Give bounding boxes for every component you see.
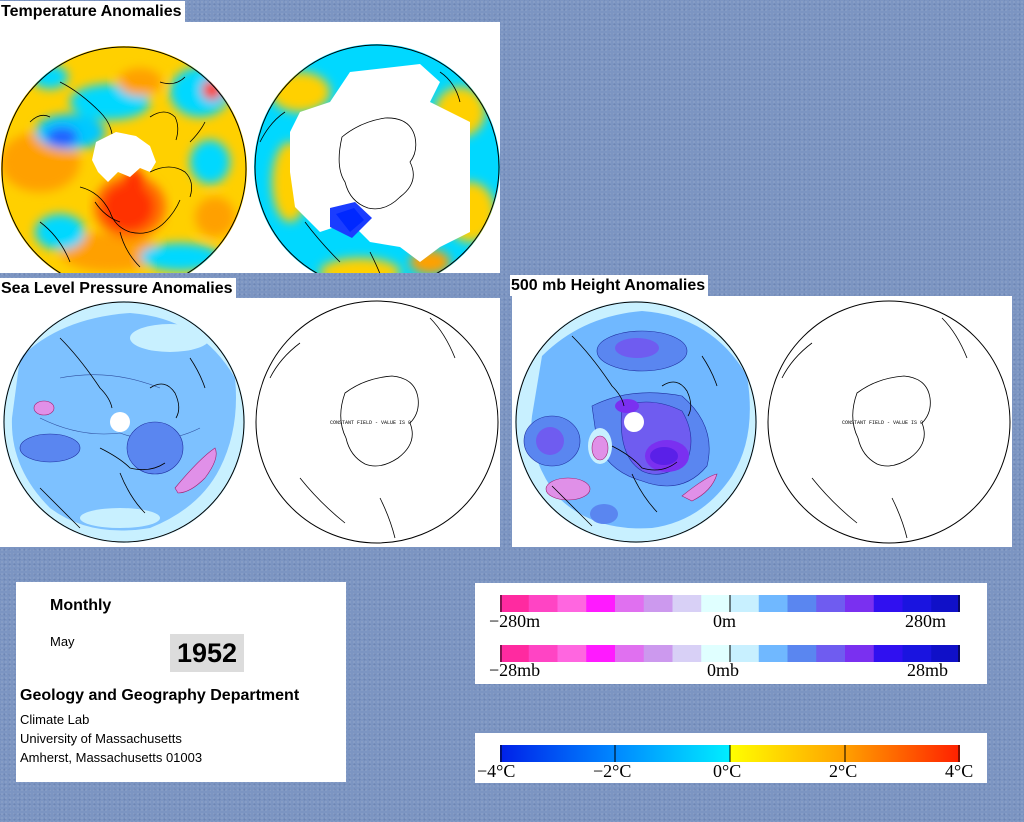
slp-maps-panel: CONSTANT FIELD - VALUE IS 0: [0, 298, 500, 547]
temperature-legend-label-3: 0°C: [713, 761, 742, 781]
colorbar-swatch: [816, 595, 846, 612]
period-label: Monthly: [50, 597, 112, 614]
colorbar-swatch: [845, 595, 875, 612]
info-box: Monthly May 1952 Geology and Geography D…: [16, 582, 346, 782]
year-label: 1952: [170, 634, 244, 672]
colorbar-swatch: [701, 645, 731, 662]
colorbar-swatch: [672, 645, 702, 662]
colorbar-swatch: [643, 595, 673, 612]
slp-constant-field-note: CONSTANT FIELD - VALUE IS 0: [330, 420, 411, 426]
colorbar-swatch: [873, 595, 903, 612]
height-legend-max: 280m: [905, 611, 947, 631]
colorbar-swatch: [931, 595, 961, 612]
colorbar-swatch: [701, 595, 731, 612]
colorbar-swatch: [500, 595, 530, 612]
pressure-legend-max: 28mb: [907, 660, 949, 680]
temperature-anomalies-title: Temperature Anomalies: [0, 1, 185, 22]
height-legend-min: −280m: [489, 611, 541, 631]
colorbar-swatch: [528, 645, 558, 662]
colorbar-swatch: [730, 595, 760, 612]
colorbar-swatch: [787, 645, 817, 662]
colorbar-swatch: [787, 595, 817, 612]
lab-label: Climate Lab: [20, 712, 90, 727]
500mb-height-title: 500 mb Height Anomalies: [510, 275, 709, 296]
colorbar-swatch: [557, 645, 587, 662]
sea-level-pressure-title: Sea Level Pressure Anomalies: [0, 278, 236, 299]
colorbar-swatch: [615, 595, 645, 612]
university-label: University of Massachusetts: [20, 731, 182, 746]
department-label: Geology and Geography Department: [20, 687, 300, 704]
height-constant-field-note: CONSTANT FIELD - VALUE IS 0: [842, 420, 923, 426]
temperature-south-hemisphere-map: [254, 44, 500, 273]
colorbar-swatch: [672, 595, 702, 612]
colorbar-swatch: [902, 645, 932, 662]
pressure-legend-min: −28mb: [489, 660, 541, 680]
height-legend-mid: 0m: [713, 611, 737, 631]
month-label: May: [50, 634, 75, 649]
colorbar-swatch: [615, 645, 645, 662]
height-colorbar: [500, 595, 961, 612]
temperature-colorbar: [500, 745, 960, 762]
temperature-maps-svg: [1, 44, 500, 273]
colorbar-swatch: [758, 645, 788, 662]
colorbar-swatch: [845, 645, 875, 662]
temperature-legend-label-5: 4°C: [945, 761, 974, 781]
temperature-maps-panel: [0, 22, 500, 273]
colorbar-swatch: [500, 645, 530, 662]
pressure-colorbar: [500, 645, 961, 662]
colorbar-swatch: [557, 595, 587, 612]
height-maps-svg: CONSTANT FIELD - VALUE IS 0: [515, 300, 1011, 544]
colorbar-swatch: [902, 595, 932, 612]
colorbar-swatch: [528, 595, 558, 612]
colorbar-swatch: [758, 595, 788, 612]
colorbar-swatch: [873, 645, 903, 662]
address-label: Amherst, Massachusetts 01003: [20, 750, 203, 765]
slp-north-hemisphere-map: [3, 301, 245, 543]
temperature-legend-label-4: 2°C: [829, 761, 858, 781]
pressure-legend-mid: 0mb: [707, 660, 740, 680]
temperature-legend-label-1: −4°C: [477, 761, 516, 781]
colorbar-swatch: [586, 595, 616, 612]
slp-south-hemisphere-map: CONSTANT FIELD - VALUE IS 0: [255, 300, 499, 544]
slp-maps-svg: CONSTANT FIELD - VALUE IS 0: [3, 300, 499, 544]
height-pressure-legend: −280m 0m 280m −28mb 0mb 28mb: [475, 583, 987, 684]
colorbar-swatch: [931, 645, 961, 662]
colorbar-swatch: [586, 645, 616, 662]
height-maps-panel: CONSTANT FIELD - VALUE IS 0: [512, 296, 1012, 547]
temperature-north-hemisphere-map: [1, 46, 247, 273]
colorbar-swatch: [816, 645, 846, 662]
temperature-legend-label-2: −2°C: [593, 761, 632, 781]
height-south-hemisphere-map: CONSTANT FIELD - VALUE IS 0: [767, 300, 1011, 544]
temperature-legend: −4°C −2°C 0°C 2°C 4°C: [475, 733, 987, 783]
height-north-hemisphere-map: [515, 301, 757, 543]
colorbar-swatch: [730, 645, 760, 662]
colorbar-swatch: [643, 645, 673, 662]
